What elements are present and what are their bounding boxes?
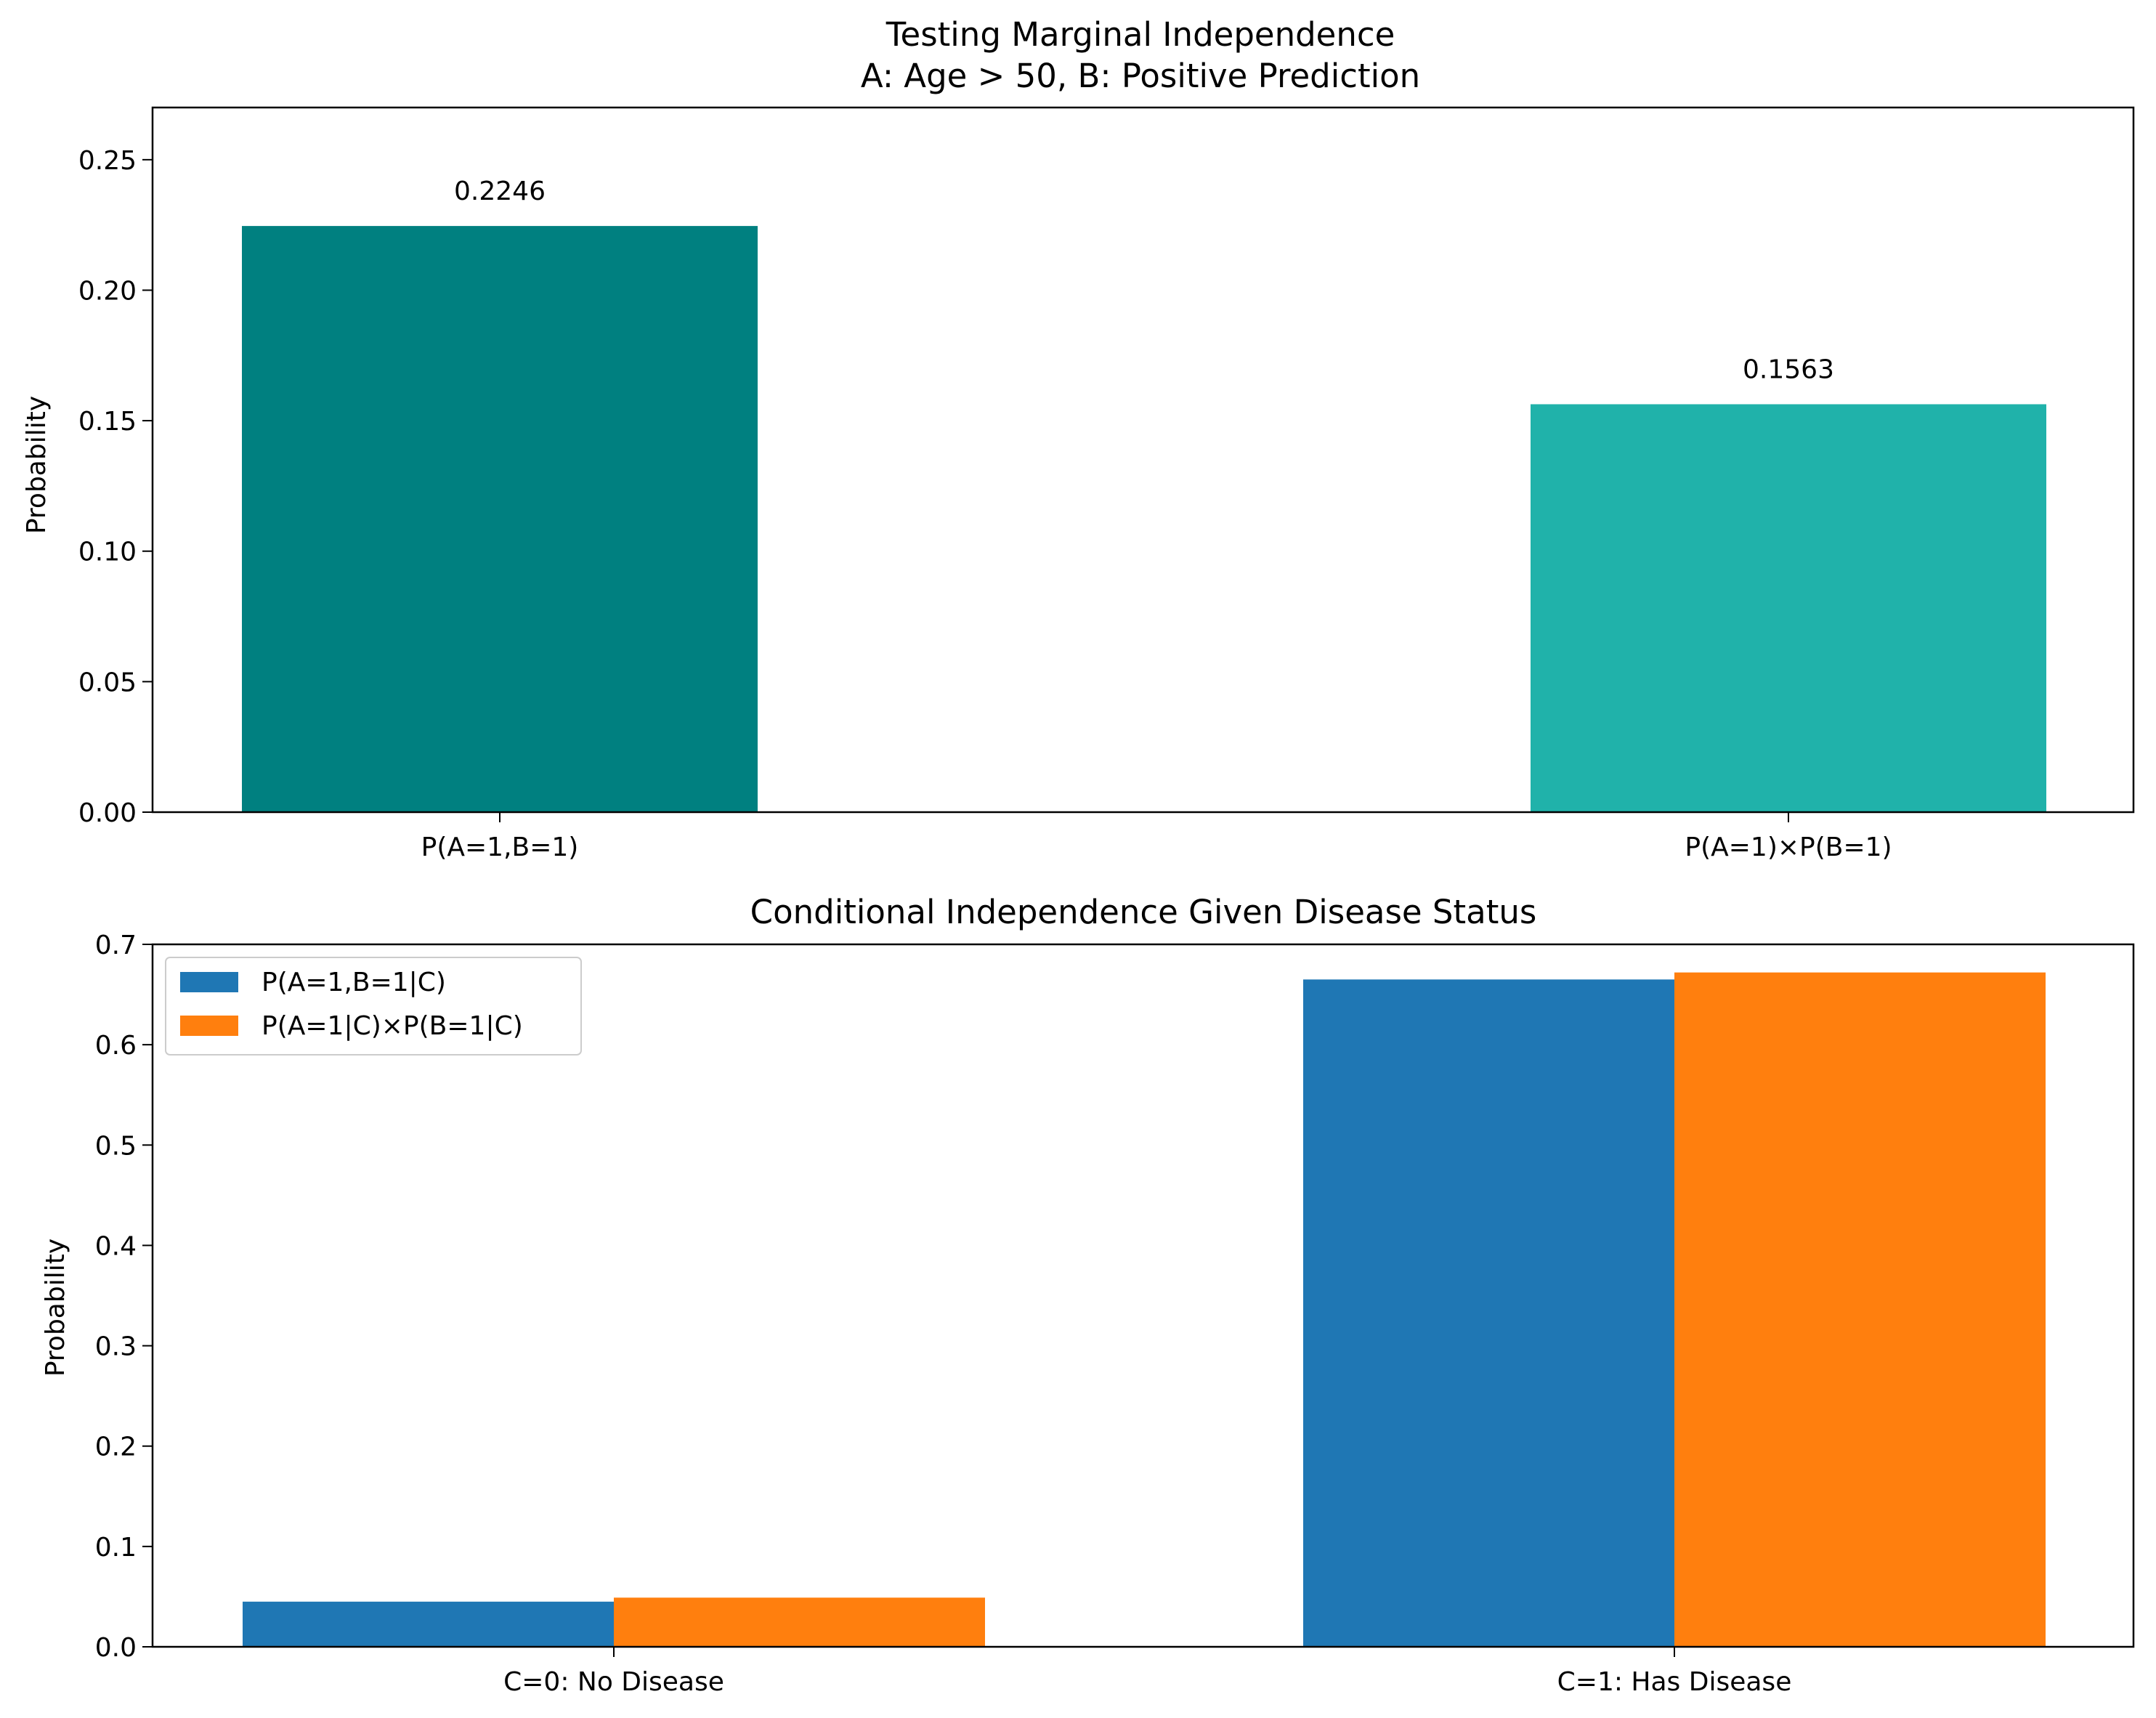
chart1-y-axis-label: Probability bbox=[22, 396, 52, 534]
chart1-y-tick-label-1: 0.05 bbox=[78, 668, 137, 697]
chart2-axes-frame bbox=[151, 943, 2135, 1648]
marginal-independence-chart: Testing Marginal Independence A: Age > 5… bbox=[22, 15, 2135, 862]
chart2-y-tick-label-5: 0.5 bbox=[95, 1131, 137, 1161]
chart2-y-tick-label-7: 0.7 bbox=[95, 931, 137, 960]
chart2-x-tick-label-0: C=0: No Disease bbox=[503, 1667, 724, 1697]
chart2-title: Conditional Independence Given Disease S… bbox=[750, 893, 1537, 931]
chart2-y-tick-label-0: 0.0 bbox=[95, 1633, 137, 1663]
chart1-bar-p-a-1-p-b-1 bbox=[1531, 404, 2046, 812]
chart1-bars: 0.2246 0.1563 bbox=[242, 177, 2046, 812]
chart2-x-tick-label-1: C=1: Has Disease bbox=[1557, 1667, 1792, 1697]
legend-swatch-joint bbox=[180, 972, 238, 992]
chart1-y-tick-label-5: 0.25 bbox=[78, 146, 137, 176]
chart2-legend: P(A=1,B=1|C) P(A=1|C)×P(B=1|C) bbox=[165, 957, 582, 1055]
chart1-data-label-0: 0.2246 bbox=[454, 177, 546, 206]
chart1-bar-p-a-1-b-1 bbox=[242, 226, 758, 812]
chart1-x-ticks: P(A=1,B=1) P(A=1)×P(B=1) bbox=[421, 812, 1892, 862]
chart1-x-tick-label-0: P(A=1,B=1) bbox=[421, 832, 579, 862]
chart2-bar-c-1-has-disease-series-0 bbox=[1303, 979, 1674, 1647]
chart2-y-ticks: 0.0 0.1 0.2 0.3 0.4 0.5 0.6 0.7 bbox=[95, 931, 153, 1663]
chart2-y-tick-label-1: 0.1 bbox=[95, 1533, 137, 1563]
chart1-y-ticks: 0.00 0.05 0.10 0.15 0.20 0.25 bbox=[78, 146, 153, 828]
conditional-independence-chart: Conditional Independence Given Disease S… bbox=[41, 893, 2135, 1697]
chart2-bar-c-1-has-disease-series-1 bbox=[1674, 972, 2046, 1647]
chart2-y-tick-label-6: 0.6 bbox=[95, 1031, 137, 1061]
chart2-y-axis-label: Probability bbox=[41, 1239, 70, 1377]
chart1-y-tick-label-2: 0.10 bbox=[78, 538, 137, 567]
legend-box bbox=[165, 957, 582, 1055]
chart2-y-tick-label-4: 0.4 bbox=[95, 1231, 137, 1261]
chart1-x-tick-label-1: P(A=1)×P(B=1) bbox=[1685, 832, 1892, 862]
chart1-y-tick-label-3: 0.15 bbox=[78, 407, 137, 437]
chart1-title-line2: A: Age > 50, B: Positive Prediction bbox=[861, 57, 1420, 95]
chart1-data-label-1: 0.1563 bbox=[1743, 354, 1834, 384]
chart2-bars bbox=[243, 972, 2046, 1647]
chart1-y-tick-label-0: 0.00 bbox=[78, 798, 137, 828]
chart1-y-tick-label-4: 0.20 bbox=[78, 276, 137, 306]
chart2-bar-c-0-no-disease-series-1 bbox=[614, 1597, 985, 1647]
legend-label-product: P(A=1|C)×P(B=1|C) bbox=[262, 1011, 523, 1041]
chart2-y-tick-label-3: 0.3 bbox=[95, 1332, 137, 1362]
chart2-x-ticks: C=0: No Disease C=1: Has Disease bbox=[503, 1647, 1791, 1697]
chart1-title-line1: Testing Marginal Independence bbox=[885, 15, 1395, 54]
chart2-bar-c-0-no-disease-series-0 bbox=[243, 1601, 614, 1647]
legend-swatch-product bbox=[180, 1016, 238, 1036]
chart2-y-tick-label-2: 0.2 bbox=[95, 1433, 137, 1462]
chart1-axes-frame bbox=[151, 106, 2135, 814]
legend-label-joint: P(A=1,B=1|C) bbox=[262, 968, 446, 997]
